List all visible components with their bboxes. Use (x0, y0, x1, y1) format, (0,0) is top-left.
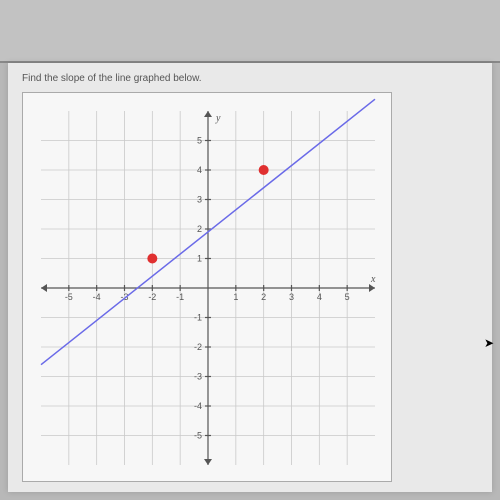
svg-text:-5: -5 (65, 292, 73, 302)
svg-text:-4: -4 (93, 292, 101, 302)
svg-text:-1: -1 (194, 313, 202, 323)
svg-text:y: y (215, 113, 221, 124)
window: Find the slope of the line graphed below… (0, 0, 500, 500)
question-text: Find the slope of the line graphed below… (22, 73, 478, 84)
content-panel: Find the slope of the line graphed below… (8, 63, 492, 492)
svg-text:2: 2 (261, 292, 266, 302)
mouse-cursor-icon: ➤ (484, 336, 494, 350)
top-toolbar (0, 0, 500, 63)
svg-text:3: 3 (197, 195, 202, 205)
svg-text:-2: -2 (194, 342, 202, 352)
svg-text:4: 4 (317, 292, 322, 302)
svg-text:-3: -3 (194, 372, 202, 382)
svg-text:1: 1 (197, 254, 202, 264)
svg-text:x: x (370, 274, 376, 285)
svg-text:-4: -4 (194, 401, 202, 411)
svg-text:1: 1 (233, 292, 238, 302)
svg-text:5: 5 (345, 292, 350, 302)
svg-text:2: 2 (197, 224, 202, 234)
svg-text:-1: -1 (176, 292, 184, 302)
svg-text:-2: -2 (148, 292, 156, 302)
svg-text:5: 5 (197, 136, 202, 146)
plot-frame: -5-4-3-2-112345-5-4-3-2-112345xy (22, 92, 392, 482)
svg-text:-5: -5 (194, 431, 202, 441)
svg-text:3: 3 (289, 292, 294, 302)
svg-text:4: 4 (197, 165, 202, 175)
coordinate-plane: -5-4-3-2-112345-5-4-3-2-112345xy (23, 93, 393, 483)
